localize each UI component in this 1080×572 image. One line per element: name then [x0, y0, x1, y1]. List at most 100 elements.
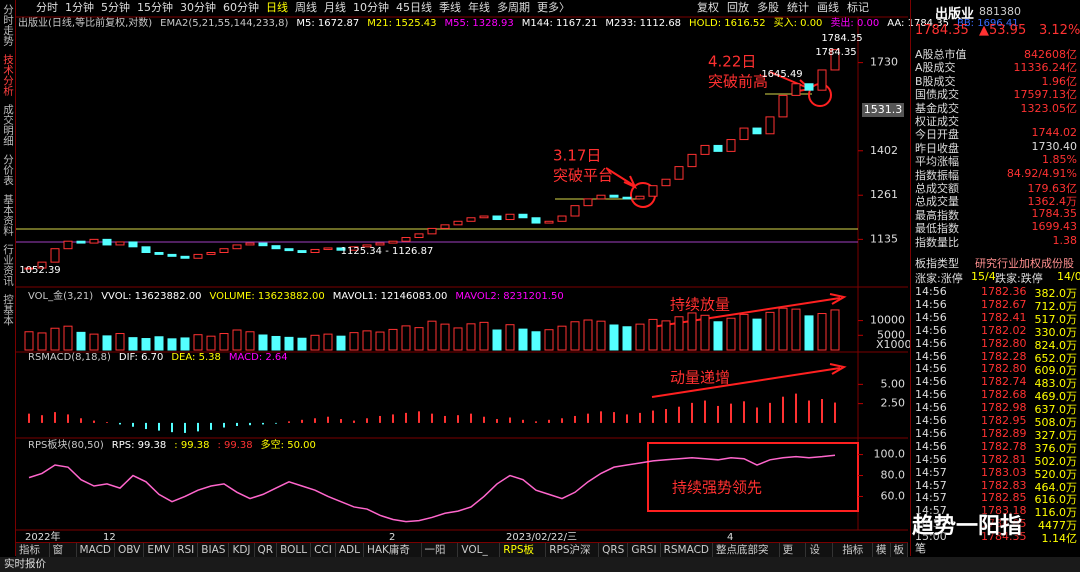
period-tab[interactable]: 5分钟: [101, 0, 130, 14]
legend-item: DIF: 6.70: [119, 352, 163, 363]
macd-bar: [782, 396, 784, 423]
macd-bar: [197, 422, 199, 432]
indicator-tab[interactable]: 更多: [780, 543, 807, 570]
indicator-tab[interactable]: GRSI: [628, 543, 661, 557]
stat-label: 平均涨幅: [915, 155, 959, 169]
date-label: 4: [727, 532, 733, 543]
period-tab[interactable]: 季线: [439, 0, 461, 14]
tool-button[interactable]: 多股: [757, 0, 779, 14]
indicator-tab[interactable]: BIAS: [198, 543, 230, 557]
trade-time: 14:56: [915, 388, 947, 402]
period-tab[interactable]: 1分钟: [65, 0, 94, 14]
volume-bar: [128, 337, 138, 351]
trade-volume: 327.0万: [1034, 428, 1078, 442]
price-label: 1125.34 - 1126.87: [341, 246, 434, 257]
indicator-tab[interactable]: 指标A: [16, 543, 50, 570]
trade-volume: 609.0万: [1034, 364, 1078, 378]
indicator-tab[interactable]: 一阳指: [422, 543, 459, 570]
stat-value: 1362.4万: [1027, 195, 1078, 209]
indicator-tab[interactable]: 设置: [806, 543, 834, 570]
trade-volume: 116.0万: [1034, 506, 1078, 520]
period-tab[interactable]: 月线: [324, 0, 346, 14]
rps-tick-label: 100.0: [874, 448, 906, 461]
indicator-tab[interactable]: KDJ: [229, 543, 255, 557]
indicator-tab[interactable]: RSI: [174, 543, 199, 557]
macd-bar: [67, 414, 69, 423]
indicator-tab[interactable]: QRS: [599, 543, 629, 557]
macd-bar: [119, 422, 121, 425]
volume-bar: [726, 317, 736, 351]
period-tab[interactable]: 10分钟: [353, 0, 389, 14]
indicator-tab[interactable]: RPS沪深A: [546, 543, 600, 570]
price-label: 1645.49: [761, 69, 802, 80]
indicator-tab[interactable]: MACD: [77, 543, 115, 557]
tool-button[interactable]: 画线: [817, 0, 839, 14]
side-tab[interactable]: 成交明细: [2, 104, 14, 146]
tool-button[interactable]: 复权: [697, 0, 719, 14]
period-tab[interactable]: 更多〉: [537, 0, 570, 14]
candle: [232, 244, 242, 250]
side-tab[interactable]: 技术分析: [2, 54, 14, 96]
price-label: 1784.35: [815, 47, 856, 58]
period-tab[interactable]: 30分钟: [180, 0, 216, 14]
board-item: 加权: [1019, 257, 1041, 270]
indicator-tab[interactable]: 模: [873, 543, 891, 557]
indicator-tab[interactable]: QR: [255, 543, 278, 557]
macd-bar: [366, 418, 368, 423]
tool-button[interactable]: 回放: [727, 0, 749, 14]
indicator-tab[interactable]: EMV: [144, 543, 175, 557]
trade-time: 14:57: [915, 491, 947, 505]
candle: [362, 244, 372, 248]
trade-price: 1782.81: [981, 452, 1027, 466]
macd-bar: [522, 419, 524, 423]
volume-bar: [284, 336, 294, 351]
macd-bar: [171, 422, 173, 433]
indicator-tab[interactable]: ADL: [336, 543, 364, 557]
candle: [37, 261, 47, 269]
stat-label: 总成交额: [915, 182, 959, 195]
period-tab[interactable]: 日线: [266, 0, 288, 14]
macd-bar: [80, 418, 82, 423]
side-tab[interactable]: 分价表: [2, 154, 14, 186]
trade-volume: 616.0万: [1034, 493, 1078, 507]
panel-tab: 笔: [915, 542, 926, 555]
indicator-tab[interactable]: BOLL: [277, 543, 312, 557]
period-tab[interactable]: 年线: [468, 0, 490, 14]
indicator-tab[interactable]: 板: [891, 543, 908, 557]
indicator-tab[interactable]: HAK庸奇安: [364, 543, 422, 570]
volume-bar: [570, 321, 580, 351]
tool-button[interactable]: 标记: [847, 0, 869, 14]
left-tabs: 分时走势技术分析成交明细分价表基本资料行业资讯控基本: [0, 0, 16, 556]
period-tab[interactable]: 45日线: [396, 0, 432, 14]
indicator-tab[interactable]: 窗口: [50, 543, 77, 570]
period-tab[interactable]: 15分钟: [137, 0, 173, 14]
period-tab[interactable]: 60分钟: [223, 0, 259, 14]
side-tab[interactable]: 分时走势: [2, 4, 14, 46]
stat-value: 1784.35: [1031, 206, 1078, 220]
period-tab[interactable]: 分时: [36, 1, 58, 14]
period-tab[interactable]: 周线: [295, 0, 317, 14]
indicator-tab[interactable]: RSMACD: [661, 543, 713, 557]
candle: [349, 246, 359, 251]
watermark: 趋势一阳指: [912, 514, 1023, 539]
trade-time: 14:56: [915, 362, 947, 376]
side-tab[interactable]: 行业资讯: [2, 243, 14, 286]
volume-bar: [635, 323, 645, 351]
indicator-tab[interactable]: 指标B: [839, 543, 873, 570]
indicator-tab[interactable]: RPS板块: [500, 543, 547, 570]
period-tab[interactable]: 多周期: [497, 0, 530, 14]
indicator-tab[interactable]: 整点底部突破: [713, 543, 780, 570]
tool-button[interactable]: 统计: [787, 1, 809, 14]
indicator-tab[interactable]: OBV: [115, 543, 145, 557]
indicator-tab[interactable]: VOL_金: [458, 543, 501, 570]
macd-bar: [340, 419, 342, 423]
macd-bar: [743, 401, 745, 423]
indicator-tab[interactable]: CCI: [311, 543, 336, 557]
side-tab[interactable]: 控基本: [2, 293, 14, 326]
annotation: 突破平台: [553, 167, 613, 185]
rps-line: [28, 454, 836, 523]
macd-bar: [41, 415, 43, 423]
volume-bar: [297, 337, 307, 351]
side-tab[interactable]: 基本资料: [2, 193, 14, 236]
macd-bar: [418, 411, 420, 423]
